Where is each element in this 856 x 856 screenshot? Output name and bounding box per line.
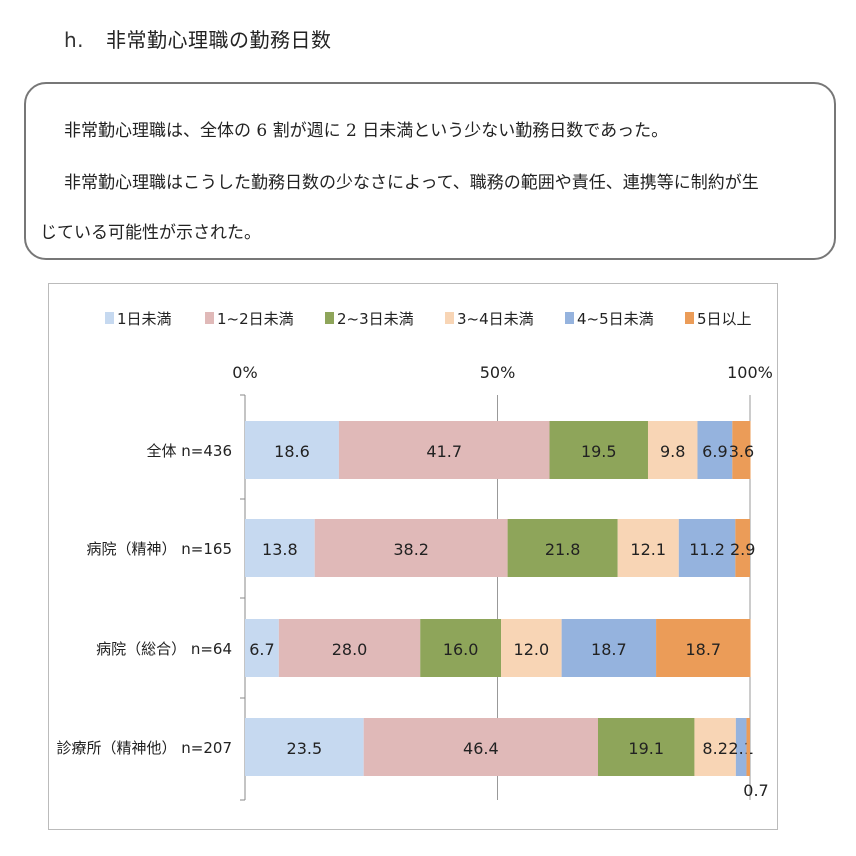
bar-segment <box>314 519 508 577</box>
x-tick-label: 0% <box>232 363 257 382</box>
data-label: 13.8 <box>262 540 298 559</box>
data-label: 2.9 <box>730 540 755 559</box>
bar-segment <box>597 718 695 776</box>
bar-segment <box>501 619 562 677</box>
legend-label: 4~5日未満 <box>577 310 654 328</box>
legend-swatch <box>565 312 574 324</box>
data-label: 9.8 <box>660 442 685 461</box>
section-title: 非常勤心理職の勤務日数 <box>106 28 332 52</box>
bar-segment <box>656 619 751 677</box>
bar-segment <box>746 718 750 776</box>
category-label: 病院（総合） n=64 <box>96 640 232 658</box>
bar-segment <box>363 718 598 776</box>
section-number: h. <box>64 28 85 52</box>
legend-swatch <box>445 312 454 324</box>
bar-segment <box>735 718 747 776</box>
data-label: 16.0 <box>443 640 479 659</box>
data-label: 46.4 <box>463 739 499 758</box>
legend-label: 1~2日未満 <box>217 310 294 328</box>
data-label: 18.7 <box>685 640 721 659</box>
bar-segment <box>647 421 698 479</box>
legend-swatch <box>105 312 114 324</box>
bar-segment <box>338 421 550 479</box>
data-label: 3.6 <box>729 442 754 461</box>
bar-segment <box>697 421 733 479</box>
category-label: 全体 n=436 <box>147 442 232 460</box>
category-label: 病院（精神） n=165 <box>87 540 232 558</box>
bar-segment <box>735 519 750 577</box>
summary-line-3: じている可能性が示された。 <box>40 223 261 243</box>
data-label: 38.2 <box>393 540 429 559</box>
bar-segment <box>678 519 736 577</box>
data-label: 12.0 <box>514 640 550 659</box>
bar-segment <box>617 519 679 577</box>
data-label: 6.9 <box>702 442 727 461</box>
x-tick-label: 100% <box>727 363 773 382</box>
bar-segment <box>549 421 648 479</box>
data-label: 2.1 <box>728 739 753 758</box>
data-label: 12.1 <box>630 540 666 559</box>
legend-swatch <box>325 312 334 324</box>
bar-segment <box>245 718 364 776</box>
data-label: 19.1 <box>628 739 664 758</box>
data-label: 8.2 <box>702 739 727 758</box>
bar-segment <box>245 519 315 577</box>
legend-label: 3~4日未満 <box>457 310 534 328</box>
legend-swatch <box>205 312 214 324</box>
data-label: 18.7 <box>591 640 627 659</box>
legend-label: 5日以上 <box>697 310 752 328</box>
data-label: 0.7 <box>743 781 768 800</box>
chart-frame <box>48 283 778 830</box>
bar-segment <box>694 718 736 776</box>
x-tick-label: 50% <box>480 363 516 382</box>
bar-segment <box>278 619 421 677</box>
summary-line-2: 非常勤心理職はこうした勤務日数の少なさによって、職務の範囲や責任、連携等に制約が… <box>64 173 759 193</box>
data-label: 18.6 <box>274 442 310 461</box>
summary-line-1: 非常勤心理職は、全体の 6 割が週に 2 日未満という少ない勤務日数であった。 <box>64 121 669 141</box>
data-label: 19.5 <box>581 442 617 461</box>
data-label: 21.8 <box>545 540 581 559</box>
category-label: 診療所（精神他） n=207 <box>57 739 232 757</box>
data-label: 11.2 <box>689 540 725 559</box>
bar-segment <box>507 519 618 577</box>
bar-segment <box>732 421 751 479</box>
bar-segment <box>245 421 339 479</box>
bar-segment <box>561 619 657 677</box>
data-label: 41.7 <box>426 442 462 461</box>
summary-box: 非常勤心理職は、全体の 6 割が週に 2 日未満という少ない勤務日数であった。 … <box>24 82 836 260</box>
data-label: 28.0 <box>332 640 368 659</box>
data-label: 6.7 <box>249 640 274 659</box>
legend-label: 1日未満 <box>117 310 172 328</box>
bar-segment <box>245 619 279 677</box>
data-label: 23.5 <box>287 739 323 758</box>
section-heading: h. 非常勤心理職の勤務日数 <box>64 24 332 53</box>
bar-segment <box>420 619 502 677</box>
legend-swatch <box>685 312 694 324</box>
legend-label: 2~3日未満 <box>337 310 414 328</box>
